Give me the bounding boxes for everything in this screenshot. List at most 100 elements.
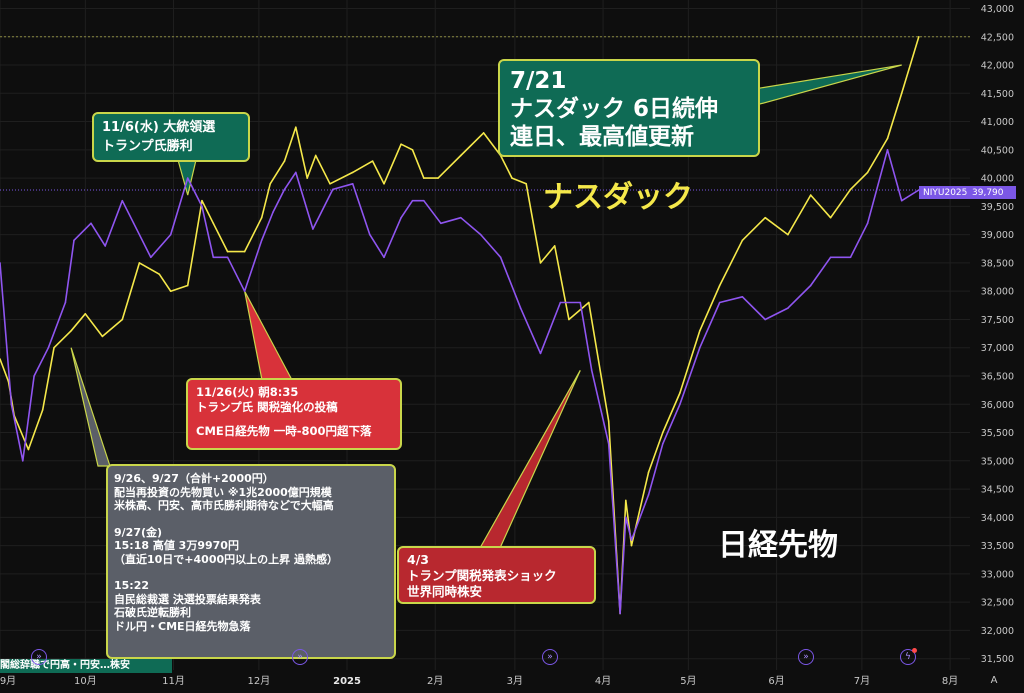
x-axis: 9月 10月 11月 12月 2025 2月 3月 4月 5月 6月 7月 8月 [0,675,958,687]
y-tick-label: 35,000 [981,456,1014,467]
annotation-apr3-line: 世界同時株安 [407,584,483,599]
data-point [559,301,562,304]
y-tick-label: 32,000 [981,626,1014,637]
y-tick-label: 37,000 [981,343,1014,354]
y-tick-label: 36,000 [981,400,1014,411]
annotation-nov26-line: トランプ氏 関税強化の投稿 [196,400,338,414]
y-tick-label: 40,500 [981,145,1014,156]
data-point [186,177,189,179]
y-tick-label: 35,500 [981,428,1014,439]
x-tick-label: 6月 [768,675,784,687]
data-point [41,409,44,411]
annotation-apr3: 4/3 トランプ関税発表ショック 世界同時株安 [397,546,596,604]
data-point [0,262,1,264]
data-point [132,222,135,225]
annotation-sep26-line: 配当再投資の先物買い ※1兆2000億円規模 [114,485,332,499]
data-point [312,228,314,230]
series-line-nikkei[interactable] [0,149,920,615]
x-tick-label: 10月 [74,675,97,687]
data-point [295,126,297,129]
y-tick-label: 39,000 [981,230,1014,241]
x-tick-label: 2月 [427,675,443,687]
data-point [84,312,87,315]
event-marker-icon[interactable]: » [31,649,47,665]
data-point [437,177,439,179]
data-point [568,318,570,321]
data-point [314,154,317,157]
price-tag-label: NIYU2025 [919,186,972,199]
data-point [243,250,246,253]
y-tick-label: 43,000 [981,4,1014,15]
data-point [70,329,72,332]
annotation-apr3-pointer [478,370,581,549]
data-point [329,182,331,185]
data-point [764,216,766,219]
data-point [27,448,30,451]
data-point [886,149,889,151]
data-point [917,35,920,38]
data-point [661,443,664,445]
annotation-sep26-line [114,513,388,526]
event-marker-icon[interactable]: » [798,649,814,665]
x-tick-label: 9月 [0,675,16,687]
data-point [121,199,124,202]
data-point [886,137,889,140]
data-point [829,216,832,219]
annotation-nov6-line: 11/6(水) 大統領選 [102,120,216,135]
data-point [169,233,172,236]
y-tick-label: 37,500 [981,315,1014,326]
annotation-sep26-line: ドル円・CME日経先物急落 [114,619,251,633]
data-point [371,160,374,162]
data-point [121,318,124,321]
data-point [460,216,462,219]
data-point [519,307,522,309]
y-tick-label: 41,500 [981,89,1014,100]
annotation-sep26-line: 米株高、円安、高市氏勝利期待などで大幅高 [114,499,334,512]
data-point [525,182,528,185]
data-point [900,199,903,202]
data-point [423,177,425,179]
annotation-apr3-line: トランプ関税発表ショック [407,568,557,583]
annotation-nov26-line [196,415,392,424]
x-tick-label: 12月 [247,675,270,687]
data-point [201,199,203,202]
nasdaq-label: ナスダック [543,180,693,215]
data-point [866,171,869,174]
data-point [787,307,789,309]
y-tick-label: 41,000 [981,117,1014,128]
data-point [400,216,402,219]
annotation-sep26: 9/26、9/27（合計+2000円） 配当再投資の先物買い ※1兆2000億円… [106,464,396,659]
annotation-jul21: 7/21 ナスダック 6日続伸 連日、最高値更新 [498,59,760,157]
data-point [460,154,462,157]
data-point [33,375,35,377]
data-point [630,539,633,541]
event-marker-icon[interactable]: » [542,649,558,665]
data-point [272,211,274,213]
data-point [283,188,286,191]
data-point [625,516,627,519]
data-point [104,245,107,247]
data-point [440,222,442,225]
annotation-sep26-line: 15:18 高値 3万9970円 [114,539,239,552]
annotation-sep26-line: 15:22 [114,579,150,592]
lightning-icon[interactable]: ϟ [900,649,916,665]
y-tick-label: 36,500 [981,371,1014,382]
annotation-sep26-line [114,566,388,579]
nikkei-label: 日経先物 [718,528,838,563]
data-point [212,222,215,225]
data-point [590,369,593,372]
event-marker-icon[interactable]: » [292,649,308,665]
data-point [718,301,721,304]
data-point [741,296,744,298]
x-tick-label: 4月 [595,675,611,687]
y-tick-label: 33,500 [981,541,1014,552]
lightning-dot [912,648,917,653]
data-point [741,239,744,242]
bottom-left-text: 閣総辞職で円高・円安…株安 [0,660,130,671]
auto-scale-button[interactable]: A [990,675,998,686]
data-point [169,290,172,292]
annotation-sep26-line: 9/27(金) [114,525,163,539]
data-point [679,392,681,394]
series-line-nasdaq[interactable] [0,36,920,615]
data-point [332,188,334,191]
